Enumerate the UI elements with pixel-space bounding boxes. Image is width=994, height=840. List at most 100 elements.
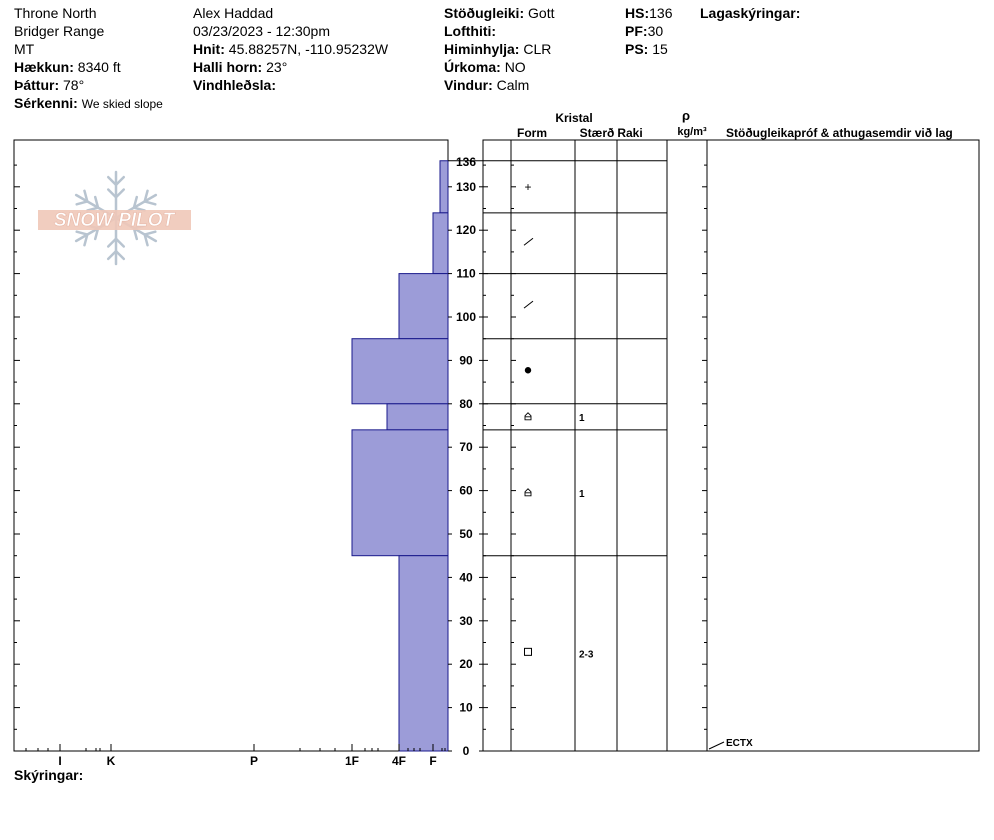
hardness-layer <box>398 273 449 340</box>
logo-bar <box>38 210 191 230</box>
depth-label: 10 <box>459 701 473 715</box>
depth-label: 130 <box>456 180 476 194</box>
aspect: Þáttur: 78° <box>14 76 163 94</box>
depth-top-label: 136 <box>456 155 476 169</box>
depth-label: 0 <box>463 744 470 758</box>
hardness-layer <box>351 429 449 557</box>
col-tests: Stöðugleikapróf & athugasemdir við lag <box>726 126 953 140</box>
flake-branch <box>132 227 139 241</box>
flake-branch <box>143 233 149 247</box>
pf-label: PF: <box>625 23 648 39</box>
grain-table: Kristal Form Stærð Raki ρ kg/m³ Stöðugle… <box>482 108 980 752</box>
hardness-tick-label: P <box>250 754 258 768</box>
state: MT <box>14 41 35 57</box>
layer-notes-label: Lagaskýringar: <box>700 5 801 21</box>
hardness-tick-label: 1F <box>345 754 359 768</box>
flake-branch <box>114 188 126 199</box>
flake-branch <box>93 227 100 241</box>
depth-label: 30 <box>459 614 473 628</box>
depth-label: 100 <box>456 310 476 324</box>
depth-label: 40 <box>459 570 473 584</box>
stability-label: Stöðugleiki: <box>444 5 525 21</box>
pf: PF:30 <box>625 22 672 40</box>
header-col-1: Throne North Bridger Range MT Hækkun: 83… <box>14 4 163 113</box>
flake-branch <box>106 175 118 187</box>
flake-branch <box>83 189 89 203</box>
flake-branch <box>75 230 89 236</box>
flake-branch <box>114 249 126 261</box>
aspect-value: 78° <box>63 77 85 93</box>
sky: Himinhylja: CLR <box>444 40 554 58</box>
precip: Úrkoma: NO <box>444 58 554 76</box>
wind-loading-label: Vindhleðsla: <box>193 77 276 93</box>
grain-form-icon <box>524 488 532 497</box>
grain-ticks <box>483 164 516 752</box>
header-col-3: Stöðugleiki: Gott Lofthiti: Himinhylja: … <box>444 4 554 94</box>
elevation-label: Hækkun: <box>14 59 74 75</box>
elevation-value: 8340 ft <box>77 59 121 75</box>
hardness-axis: I K P 1F 4F F <box>25 744 446 768</box>
depth-label: 120 <box>456 223 476 237</box>
location: Throne North <box>14 5 97 21</box>
precip-label: Úrkoma: <box>444 59 501 75</box>
stability-value: Gott <box>528 5 555 21</box>
hardness-tick-label: I <box>58 754 61 768</box>
left-ticks <box>14 164 20 752</box>
ps-label: PS: <box>625 41 649 57</box>
col-crystal: Kristal <box>555 111 592 125</box>
grain-frame <box>482 139 980 752</box>
air-temp-label: Lofthiti: <box>444 23 497 39</box>
col-moisture: Raki <box>617 126 642 140</box>
slope: Halli horn: 23° <box>193 58 388 76</box>
hs-value: 136 <box>649 5 673 21</box>
depth-label: 90 <box>459 353 473 367</box>
hardness-layers <box>351 160 449 752</box>
air-temp: Lofthiti: <box>444 22 554 40</box>
hardness-layer <box>351 338 449 405</box>
datetime: 03/23/2023 - 12:30pm <box>193 23 330 39</box>
coords-label: Hnit: <box>193 41 225 57</box>
grain-form-icon: + <box>524 180 531 194</box>
slope-label: Halli horn: <box>193 59 263 75</box>
grain-form-icon <box>524 367 532 374</box>
precip-value: NO <box>504 59 526 75</box>
notes-label: Sérkenni: <box>14 95 78 111</box>
flake-branch <box>93 195 100 209</box>
pf-value: 30 <box>647 23 664 39</box>
elevation: Hækkun: 8340 ft <box>14 58 163 76</box>
hardness-layer <box>386 403 449 431</box>
observer: Alex Haddad <box>193 5 274 21</box>
test-pointer <box>708 741 725 750</box>
flake-branch <box>132 195 139 209</box>
wind-label: Vindur: <box>444 77 493 93</box>
grain-form-icon <box>524 647 532 656</box>
col-form: Form <box>517 126 547 140</box>
depth-axis: 0 10 20 30 40 50 60 70 80 90 100 110 120 130 136 <box>448 155 483 758</box>
flake-branch <box>106 249 118 261</box>
hardness-tick-label: F <box>429 754 436 768</box>
flake-branch <box>143 189 149 203</box>
depth-label: 60 <box>459 484 473 498</box>
depth-label: 50 <box>459 527 473 541</box>
hs: HS:136 <box>625 4 672 22</box>
flake-branch <box>106 237 118 248</box>
grain-size: 2-3 <box>579 649 594 660</box>
depth-label: 70 <box>459 440 473 454</box>
flake-branch <box>143 230 157 236</box>
wind-loading: Vindhleðsla: <box>193 76 388 94</box>
logo-text: SNOW PILOT <box>54 210 176 231</box>
depth-label: 110 <box>456 267 476 281</box>
right-ticks <box>702 164 707 752</box>
aspect-label: Þáttur: <box>14 77 60 93</box>
range: Bridger Range <box>14 23 105 39</box>
test-label: ECTX <box>726 738 753 749</box>
depth-label: 80 <box>459 397 473 411</box>
coords: Hnit: 45.88257N, -110.95232W <box>193 40 388 58</box>
grain-form-icon <box>523 237 534 246</box>
depth-label: 20 <box>459 657 473 671</box>
ps: PS: 15 <box>625 40 672 58</box>
sky-label: Himinhylja: <box>444 41 520 57</box>
grain-size: 1 <box>579 489 585 500</box>
hs-label: HS: <box>625 5 650 21</box>
